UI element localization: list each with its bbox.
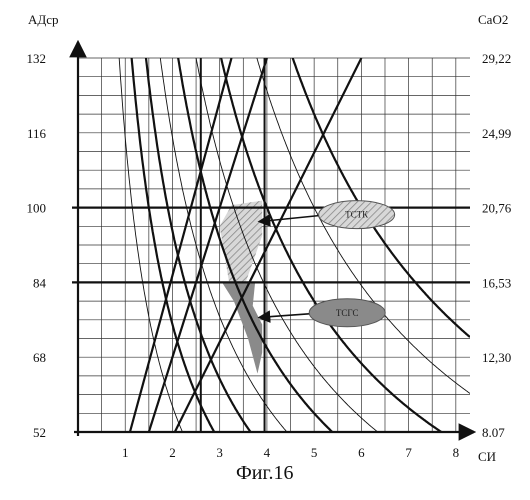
hyperbola-curve (150, 0, 417, 500)
right-tick-label: 20,76 (482, 201, 512, 216)
x-axis-label: СИ (478, 449, 496, 464)
annotation-label: ТСТК (345, 210, 369, 220)
x-tick-label: 3 (216, 445, 223, 460)
x-tick-label: 1 (122, 445, 129, 460)
right-tick-label: 8.07 (482, 425, 505, 440)
x-tick-label: 5 (311, 445, 318, 460)
x-tick-label: 2 (169, 445, 176, 460)
right-tick-label: 12,30 (482, 350, 511, 365)
left-tick-label: 100 (27, 201, 47, 216)
right-axis-label: CaO2 (478, 12, 508, 27)
figure-caption: Фиг.16 (236, 462, 293, 484)
x-tick-label: 6 (358, 445, 365, 460)
left-tick-label: 68 (33, 350, 46, 365)
x-tick-label: 8 (453, 445, 460, 460)
right-tick-label: 16,53 (482, 275, 511, 290)
left-tick-label: 52 (33, 425, 46, 440)
annotation-label: ТСГС (336, 308, 359, 318)
right-tick-label: 24,99 (482, 126, 511, 141)
left-axis-label: АДср (28, 12, 59, 27)
tick-labels: 5268841001161328.0712,3016,5320,7624,992… (27, 51, 512, 460)
curves (114, 0, 470, 500)
left-tick-label: 84 (33, 275, 47, 290)
hyperbola-curve (234, 0, 470, 394)
left-tick-label: 132 (27, 51, 47, 66)
axes (74, 42, 474, 436)
annotation-arrow (259, 216, 319, 222)
x-tick-label: 7 (405, 445, 412, 460)
x-tick-label: 4 (264, 445, 271, 460)
left-tick-label: 116 (27, 126, 47, 141)
right-tick-label: 29,22 (482, 51, 511, 66)
